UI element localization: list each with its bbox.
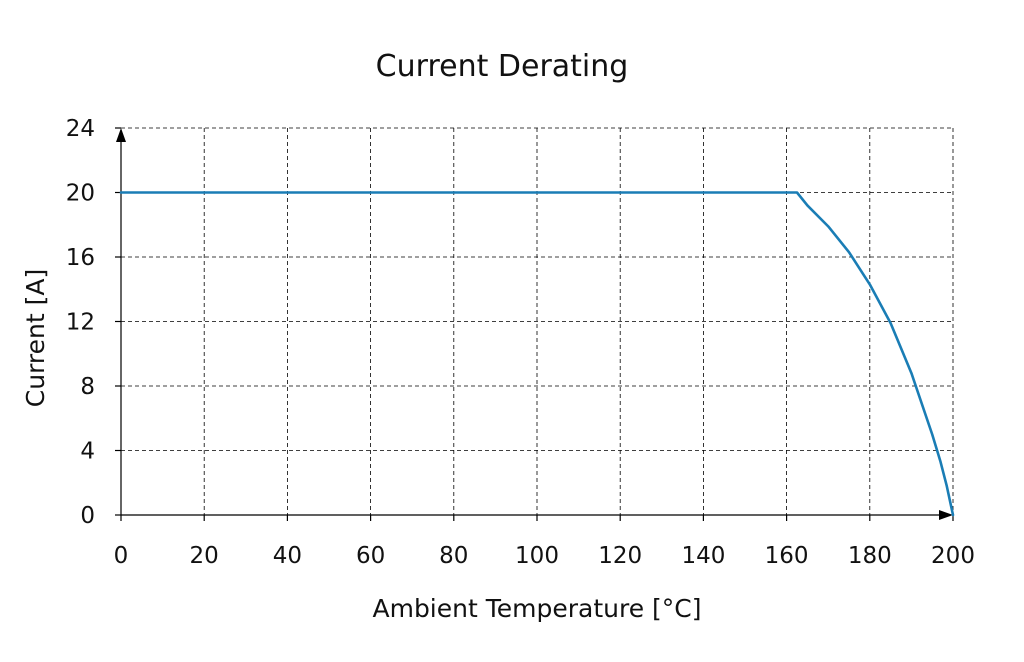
x-tick-label-80: 80 — [439, 543, 468, 569]
x-tick-label-160: 160 — [765, 543, 809, 569]
y-tick-label-16: 16 — [66, 245, 95, 271]
chart-title: Current Derating — [376, 49, 629, 84]
y-tick-label-4: 4 — [80, 439, 95, 465]
x-tick-label-40: 40 — [273, 543, 302, 569]
x-tick-label-100: 100 — [515, 543, 559, 569]
y-tick-label-0: 0 — [80, 503, 95, 529]
series-layer — [119, 191, 955, 517]
y-axis-arrow — [116, 128, 126, 142]
x-tick-label-60: 60 — [356, 543, 385, 569]
x-axis-arrow — [939, 510, 953, 520]
x-tick-label-20: 20 — [190, 543, 219, 569]
y-tick-label-20: 20 — [66, 181, 95, 207]
tick-labels: 0 20 40 60 80 100 120 140 160 180 200 0 4 8 12 16 20 24 — [66, 116, 975, 569]
y-tick-label-12: 12 — [66, 310, 95, 336]
x-tick-label-200: 200 — [931, 543, 975, 569]
y-axis-label: Current [A] — [21, 269, 50, 407]
y-tick-label-8: 8 — [80, 374, 95, 400]
x-tick-label-120: 120 — [598, 543, 642, 569]
series-line-0 — [119, 191, 955, 517]
grid — [121, 127, 954, 515]
x-tick-label-0: 0 — [114, 543, 129, 569]
x-tick-label-180: 180 — [848, 543, 892, 569]
axes — [115, 127, 954, 521]
x-axis-label: Ambient Temperature [°C] — [372, 594, 701, 623]
y-tick-label-24: 24 — [66, 116, 95, 142]
x-tick-label-140: 140 — [681, 543, 725, 569]
